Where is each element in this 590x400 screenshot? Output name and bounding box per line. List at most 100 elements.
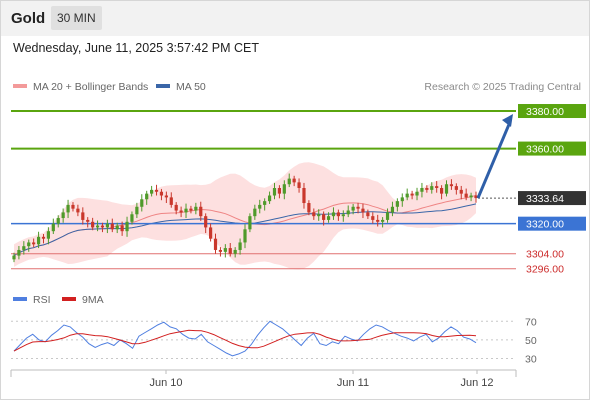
candle [238, 238, 242, 255]
candle [115, 222, 119, 234]
candle [91, 217, 95, 231]
rsi-swatch [13, 297, 27, 302]
bollinger-bands [14, 162, 476, 270]
legend-ma9-label: 9MA [82, 294, 104, 306]
candle-body [204, 216, 208, 228]
candle-body [194, 206, 198, 211]
candle-body [267, 195, 272, 202]
candle-body [307, 203, 311, 213]
candle-body [336, 212, 340, 217]
candle-body [435, 186, 439, 188]
candle-body [125, 221, 129, 232]
candle-body [110, 223, 114, 230]
candle-body [233, 249, 237, 254]
price-levels [11, 110, 516, 270]
candle-body [430, 186, 434, 190]
candle [341, 210, 345, 222]
legend-ma50-label: MA 50 [176, 81, 206, 93]
candle [145, 190, 149, 205]
x-tick-label: Jun 12 [460, 377, 493, 389]
x-tick-label: Jun 11 [337, 377, 369, 389]
candle [228, 243, 232, 257]
candle [326, 212, 331, 223]
candle [277, 185, 282, 199]
candle-body [95, 225, 100, 228]
candle [444, 180, 449, 197]
candle-body [287, 178, 291, 185]
candle [95, 220, 100, 232]
candle-body [76, 208, 80, 213]
x-axis: Jun 10 Jun 11 Jun 12 [10, 369, 517, 389]
candle [459, 185, 463, 200]
candle-body [199, 206, 203, 217]
candle [204, 213, 208, 234]
candle [307, 200, 311, 216]
candle [110, 218, 114, 233]
candle [154, 184, 159, 196]
candle [371, 212, 375, 224]
level-label-3380.00: 3380.00 [526, 106, 564, 118]
candle-body [145, 193, 149, 200]
candle [32, 238, 36, 248]
candle [27, 239, 31, 252]
candle [331, 207, 336, 220]
candle [356, 202, 360, 214]
candle-body [238, 242, 242, 250]
candle [76, 204, 80, 217]
candle-body [292, 178, 296, 183]
candle-body [32, 242, 36, 245]
rsi-tick-30: 30 [525, 354, 537, 366]
candle-body [341, 214, 345, 217]
candle-body [46, 231, 51, 239]
rsi-ma9-line [13, 329, 477, 352]
candle-body [405, 193, 409, 198]
candle-body [474, 195, 478, 199]
candle [100, 222, 105, 233]
level-label-3296.00: 3296.00 [526, 264, 564, 276]
candle [346, 205, 350, 218]
candle-body [41, 236, 46, 239]
level-box-3320.00 [518, 216, 586, 231]
candle-body [317, 214, 321, 217]
candle [164, 191, 168, 204]
candle-body [395, 201, 399, 207]
projection-arrow [476, 114, 513, 199]
candle [81, 207, 85, 225]
timeframe-button[interactable]: 30 MIN [51, 6, 102, 30]
candle-body [213, 238, 218, 250]
level-label-3320.00: 3320.00 [526, 219, 564, 231]
candle [130, 211, 134, 225]
candle [213, 233, 218, 254]
legend-ma20-label: MA 20 + Bollinger Bands [33, 81, 149, 93]
candle-body [272, 188, 277, 196]
candle-body [400, 197, 404, 202]
candle-body [17, 249, 21, 256]
candle [56, 215, 60, 228]
candle [469, 192, 473, 202]
x-tick-label: Jun 10 [149, 377, 182, 389]
candle [272, 182, 277, 200]
candle [336, 209, 340, 221]
candle [218, 247, 223, 257]
candle-body [331, 212, 336, 217]
candle-body [454, 186, 458, 190]
candle-body [115, 225, 119, 230]
candle [174, 202, 178, 215]
rsi-line [13, 320, 477, 357]
candle-body [253, 208, 257, 217]
candle [243, 224, 247, 249]
candle [199, 201, 203, 221]
candle [66, 199, 70, 219]
candle-body [277, 188, 282, 194]
candle [415, 187, 419, 201]
candle [208, 223, 213, 242]
candle-body [61, 212, 65, 219]
candle [282, 180, 286, 200]
candle [287, 173, 291, 188]
candle [36, 231, 41, 249]
candle-body [169, 197, 173, 205]
candle [267, 191, 272, 204]
symbol-title: Gold [11, 10, 46, 27]
candle [17, 246, 21, 260]
